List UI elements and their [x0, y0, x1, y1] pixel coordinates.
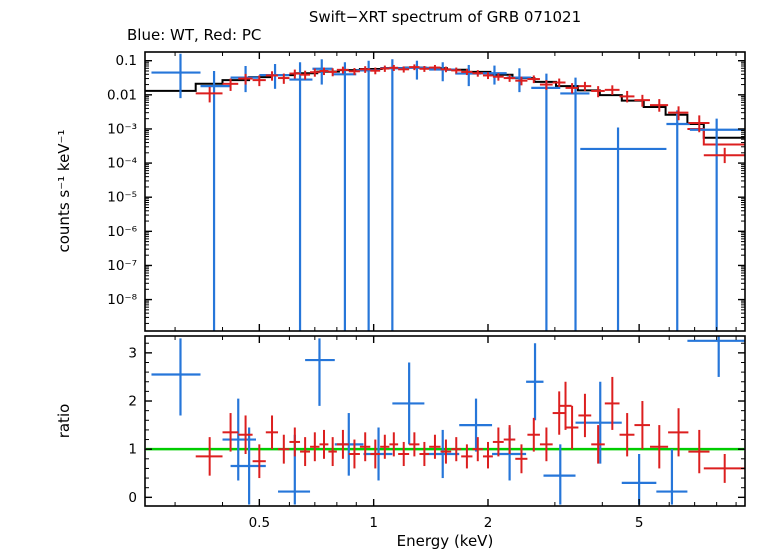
- svg-text:10⁻⁸: 10⁻⁸: [107, 292, 137, 308]
- page-title: Swift−XRT spectrum of GRB 071021: [308, 8, 582, 26]
- svg-text:0.01: 0.01: [107, 87, 137, 103]
- svg-text:1: 1: [369, 515, 378, 531]
- svg-text:5: 5: [635, 515, 644, 531]
- svg-text:2: 2: [128, 394, 137, 410]
- svg-text:2: 2: [484, 515, 493, 531]
- svg-text:10⁻⁴: 10⁻⁴: [107, 156, 137, 172]
- svg-text:1: 1: [128, 442, 137, 458]
- svg-text:10⁻⁶: 10⁻⁶: [107, 224, 137, 240]
- svg-text:0: 0: [128, 490, 137, 506]
- svg-text:0.1: 0.1: [116, 53, 137, 69]
- svg-text:0.5: 0.5: [249, 515, 270, 531]
- svg-text:10⁻⁷: 10⁻⁷: [107, 258, 137, 274]
- svg-text:3: 3: [128, 345, 137, 361]
- svg-text:10⁻³: 10⁻³: [107, 121, 137, 137]
- x-axis-label: Energy (keV): [396, 532, 494, 550]
- svg-text:10⁻⁵: 10⁻⁵: [107, 190, 137, 206]
- legend-text: Blue: WT, Red: PC: [127, 26, 262, 44]
